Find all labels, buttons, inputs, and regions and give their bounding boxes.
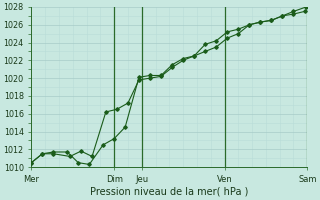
- X-axis label: Pression niveau de la mer( hPa ): Pression niveau de la mer( hPa ): [90, 187, 249, 197]
